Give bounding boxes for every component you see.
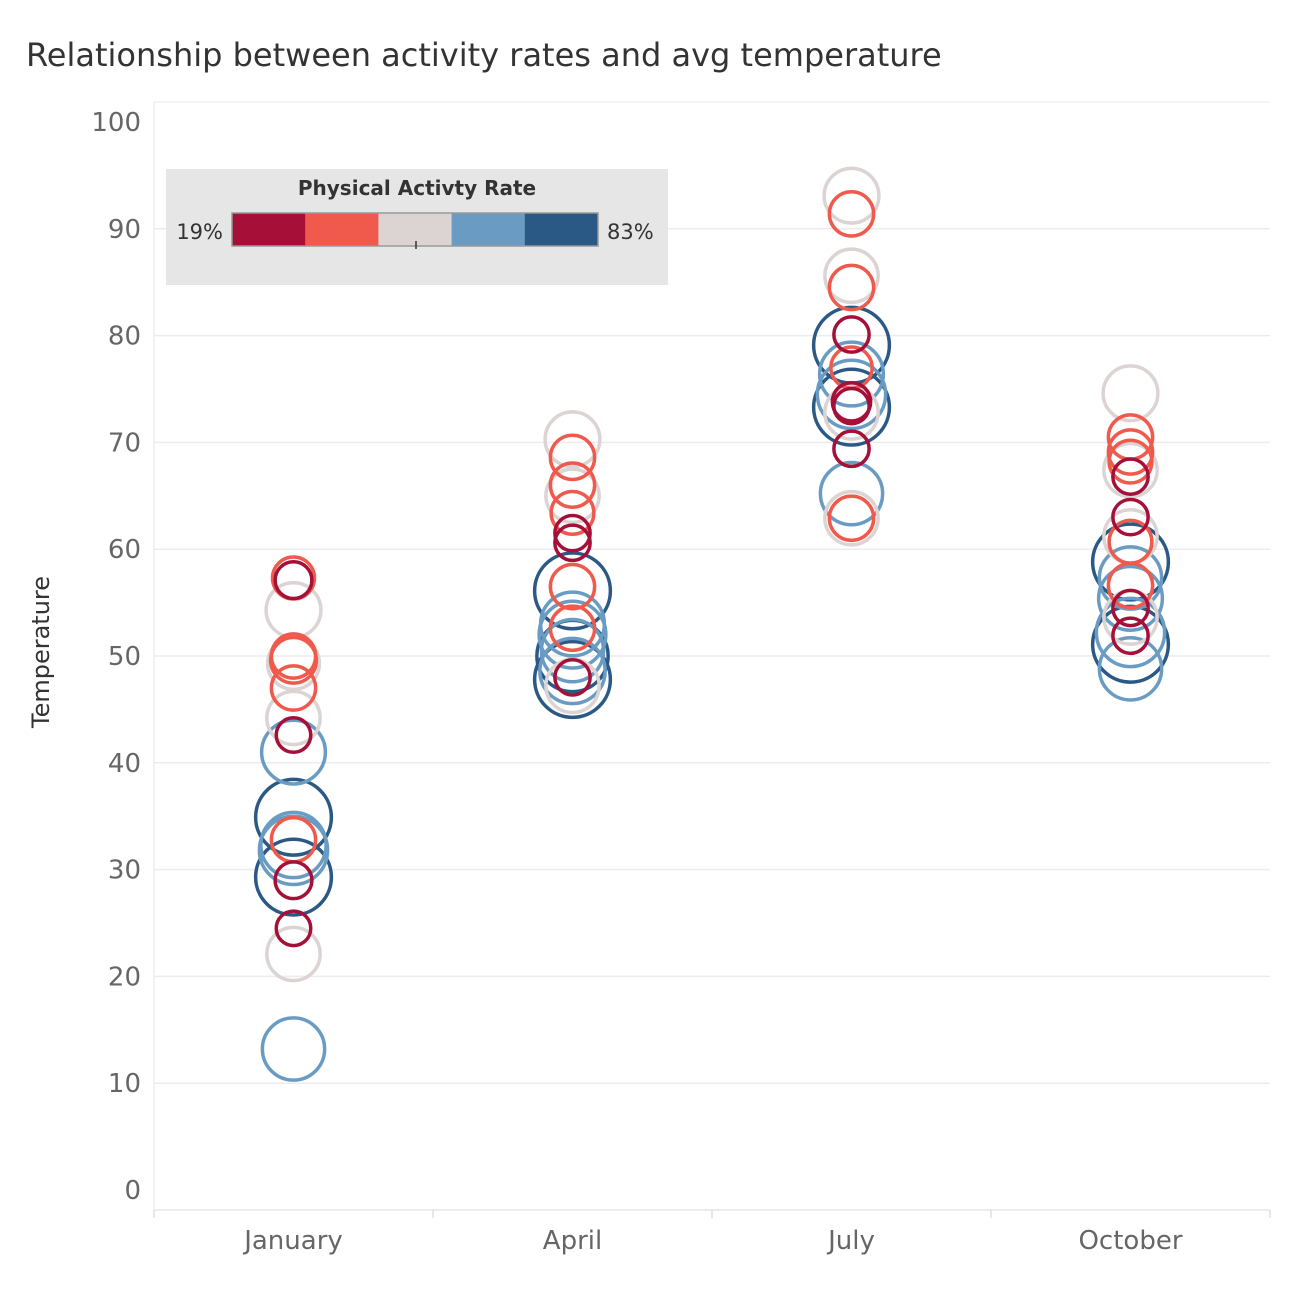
data-point bbox=[823, 489, 880, 547]
legend-swatch bbox=[305, 213, 379, 246]
data-point bbox=[532, 551, 613, 631]
data-point bbox=[1101, 364, 1160, 423]
x-tick-label: January bbox=[242, 1226, 343, 1256]
legend-max-label: 83% bbox=[607, 220, 654, 244]
data-point bbox=[548, 433, 597, 482]
legend-swatch bbox=[524, 213, 599, 246]
data-point bbox=[548, 461, 597, 509]
legend-ramp-border bbox=[231, 212, 599, 247]
data-point bbox=[273, 860, 314, 901]
data-point bbox=[817, 340, 886, 408]
y-tick-label: 20 bbox=[108, 962, 141, 992]
y-axis-ticks: 0 10 20 30 40 50 60 70 80 90 100 bbox=[91, 108, 141, 1206]
data-point bbox=[827, 263, 876, 312]
data-point bbox=[257, 814, 330, 887]
data-point bbox=[832, 429, 871, 469]
y-tick-label: 80 bbox=[108, 322, 141, 352]
data-point bbox=[532, 639, 613, 720]
data-point bbox=[1096, 564, 1165, 632]
data-point bbox=[269, 632, 318, 680]
data-point bbox=[1094, 596, 1167, 669]
y-tick-label: 10 bbox=[108, 1069, 141, 1099]
data-point bbox=[539, 617, 606, 684]
legend-title: Physical Activty Rate bbox=[298, 176, 536, 200]
data-point bbox=[538, 590, 607, 658]
x-tick-label: October bbox=[1078, 1226, 1182, 1256]
data-point bbox=[265, 689, 322, 747]
data-point bbox=[269, 664, 318, 712]
data-point bbox=[260, 1016, 327, 1082]
y-tick-label: 30 bbox=[108, 856, 141, 886]
y-tick-label: 60 bbox=[108, 535, 141, 565]
y-axis-title: Temperature bbox=[27, 576, 55, 729]
x-tick-label: April bbox=[543, 1226, 602, 1256]
data-point bbox=[264, 580, 323, 640]
data-point bbox=[822, 166, 881, 225]
data-point bbox=[548, 604, 597, 653]
chart-title: Relationship between activity rates and … bbox=[26, 36, 942, 74]
y-tick-label: 100 bbox=[91, 108, 141, 138]
data-point bbox=[832, 315, 871, 354]
data-point bbox=[832, 386, 871, 426]
data-point bbox=[548, 562, 597, 611]
data-point bbox=[538, 636, 607, 706]
data-point bbox=[1111, 616, 1150, 656]
legend-color-ramp bbox=[231, 212, 599, 247]
data-point bbox=[1097, 635, 1164, 702]
data-point bbox=[1111, 497, 1150, 537]
data-point bbox=[827, 189, 876, 238]
data-point bbox=[823, 247, 880, 305]
x-tick-label: July bbox=[826, 1226, 875, 1256]
data-point bbox=[815, 358, 888, 431]
data-point bbox=[1111, 588, 1150, 628]
data-points bbox=[253, 166, 1171, 1082]
data-point bbox=[274, 716, 313, 755]
data-point bbox=[823, 384, 880, 441]
data-point bbox=[553, 657, 592, 697]
data-point bbox=[537, 599, 608, 670]
data-point bbox=[553, 513, 592, 553]
data-point bbox=[259, 810, 328, 880]
data-point bbox=[549, 489, 596, 537]
y-tick-label: 50 bbox=[108, 642, 141, 672]
data-point bbox=[253, 837, 334, 917]
data-point bbox=[253, 777, 334, 857]
y-tick-label: 90 bbox=[108, 215, 141, 245]
data-point bbox=[1107, 438, 1154, 485]
data-point bbox=[265, 925, 322, 983]
data-point bbox=[553, 523, 592, 563]
data-point bbox=[827, 494, 876, 543]
y-tick-label: 70 bbox=[108, 428, 141, 458]
y-tick-label: 40 bbox=[108, 749, 141, 779]
data-point bbox=[1111, 457, 1150, 496]
data-point bbox=[811, 367, 892, 447]
data-point bbox=[1107, 518, 1154, 565]
data-point bbox=[268, 635, 319, 685]
data-point bbox=[544, 467, 601, 525]
data-point bbox=[543, 410, 602, 469]
legend-swatch bbox=[378, 213, 453, 246]
legend-min-label: 19% bbox=[176, 220, 223, 244]
color-legend: Physical Activty Rate 19% 83% bbox=[166, 169, 668, 285]
data-point bbox=[1102, 441, 1159, 499]
data-point bbox=[1106, 428, 1155, 476]
data-point bbox=[259, 718, 328, 786]
data-point bbox=[273, 560, 314, 601]
legend-swatch bbox=[232, 213, 306, 246]
data-point bbox=[818, 460, 885, 527]
data-point bbox=[830, 380, 873, 423]
y-tick-label: 0 bbox=[124, 1176, 141, 1206]
data-point bbox=[274, 909, 313, 948]
x-axis-ticks: January April July October bbox=[242, 1226, 1183, 1256]
legend-swatch bbox=[451, 213, 526, 246]
